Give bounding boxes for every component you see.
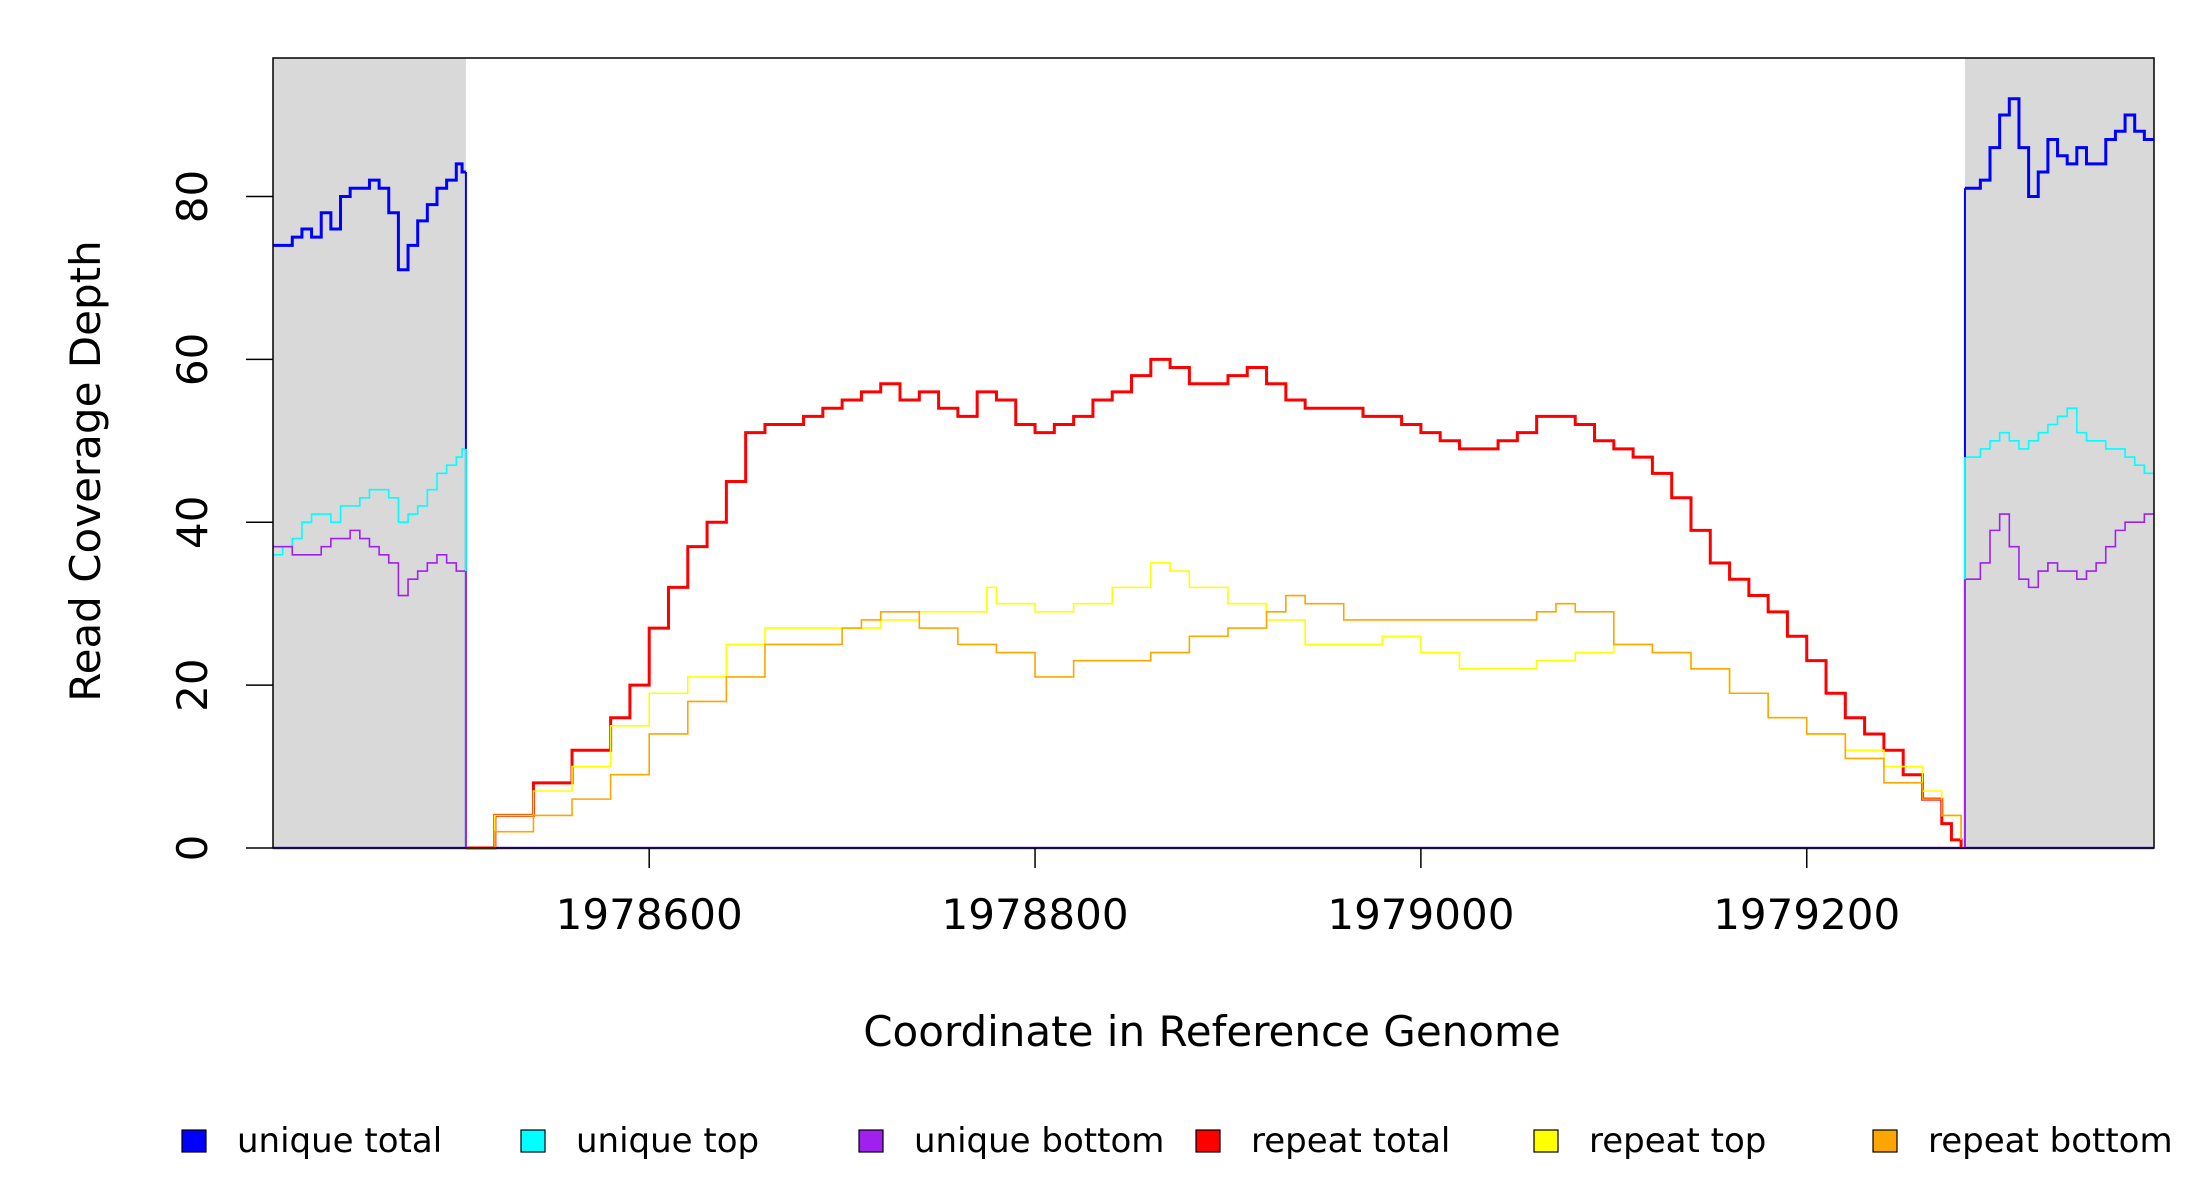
x-tick-label-1979000: 1979000: [1327, 890, 1514, 939]
legend-swatch-repeat-top: [1533, 1129, 1559, 1153]
legend-swatch-repeat-bottom: [1872, 1129, 1898, 1153]
shaded-region-1: [1964, 58, 2154, 848]
legend-label-repeat-total: repeat total: [1251, 1121, 1450, 1161]
legend-label-unique-bottom: unique bottom: [914, 1121, 1164, 1161]
plot-frame: [272, 57, 2155, 849]
legend-label-repeat-top: repeat top: [1589, 1121, 1766, 1161]
legend-label-repeat-bottom: repeat bottom: [1928, 1121, 2173, 1161]
x-tick-label-1979200: 1979200: [1713, 890, 1900, 939]
shaded-region-0: [273, 58, 466, 848]
legend-swatch-unique-top: [520, 1129, 546, 1153]
x-axis-label: Coordinate in Reference Genome: [863, 1007, 1561, 1056]
series-unique-top-segment-1: [1964, 407, 2154, 475]
shaded-regions: [273, 58, 2154, 848]
y-tick-label-60: 60: [168, 333, 217, 386]
y-tick-label-0: 0: [168, 835, 217, 862]
legend-swatch-unique-bottom: [858, 1129, 884, 1153]
y-tick-label-20: 20: [168, 658, 217, 711]
series-repeat-bottom-segment-0: [465, 594, 1962, 849]
series-lines: [273, 97, 2154, 850]
series-unique-total-segment-1: [1964, 97, 2154, 198]
legend-swatch-unique-total: [181, 1129, 207, 1153]
legend-swatch-repeat-total: [1195, 1129, 1221, 1153]
y-tick-label-80: 80: [168, 170, 217, 223]
x-axis: 1978600 1978800 1979000 1979200: [556, 848, 1900, 939]
x-tick-label-1978800: 1978800: [942, 890, 1129, 939]
legend: unique total unique top unique bottom repea…: [181, 1121, 2173, 1161]
x-tick-label-1978600: 1978600: [556, 890, 743, 939]
y-axis: 0 20 40 60 80: [168, 170, 273, 862]
series-unique-bottom-segment-0: [273, 529, 466, 597]
y-tick-label-40: 40: [168, 496, 217, 549]
legend-label-unique-top: unique top: [576, 1121, 759, 1161]
series-repeat-total-segment-0: [465, 357, 1963, 850]
legend-label-unique-total: unique total: [237, 1121, 442, 1161]
series-repeat-top-segment-0: [465, 562, 1962, 849]
series-unique-top-segment-0: [273, 448, 466, 556]
y-axis-label: Read Coverage Depth: [61, 240, 110, 701]
series-unique-total-segment-0: [273, 162, 466, 272]
series-unique-bottom-segment-1: [1964, 513, 2154, 589]
